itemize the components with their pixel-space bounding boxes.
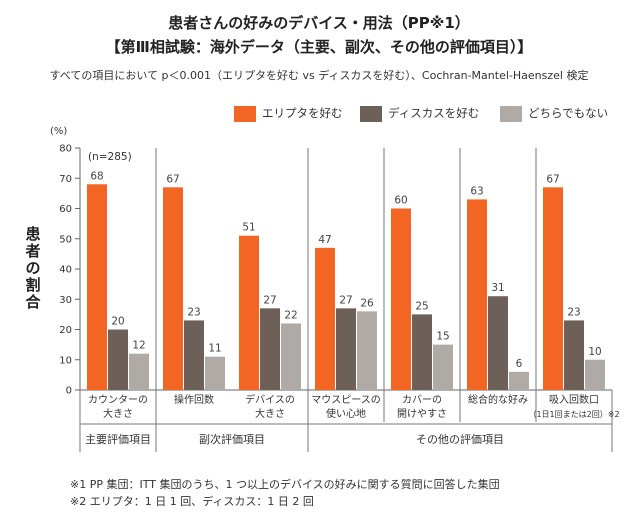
bar-value-label: 20 <box>111 316 124 328</box>
bar-value-label: 25 <box>415 300 428 312</box>
chart-title: 患者さんの好みのデバイス・用法（PP※1） <box>168 14 470 32</box>
legend-item-ellipta: エリプタを好む <box>234 105 343 122</box>
category-label: 開けやすさ <box>397 408 447 420</box>
bar <box>509 371 529 390</box>
category-label: 大きさ <box>255 407 285 420</box>
legend-label-diskus: ディスカスを好む <box>388 106 480 120</box>
y-tick-label: 0 <box>66 386 72 397</box>
y-tick-label: 70 <box>59 174 72 185</box>
bar <box>129 353 149 390</box>
y-tick-label: 40 <box>59 265 72 276</box>
legend-swatch-neither <box>500 105 522 122</box>
group-label: 副次評価項目 <box>199 432 265 446</box>
bar <box>357 311 377 390</box>
statistics-note: すべての項目において p＜0.001（エリプタを好む vs ディスカスを好む）、… <box>49 69 589 82</box>
legend-swatch-diskus <box>360 105 382 122</box>
group-label: その他の評価項目 <box>416 432 504 446</box>
footnote-1: ※1 PP 集団：ITT 集団のうち、1 つ以上のデバイスの好みに関する質問に回… <box>70 478 500 491</box>
legend-swatch-ellipta <box>234 105 256 122</box>
bar <box>260 308 280 390</box>
bar-value-label: 23 <box>187 306 200 318</box>
bar-value-label: 47 <box>318 234 331 246</box>
bar <box>184 320 204 390</box>
chart-subtitle-heading: 【第Ⅲ相試験：海外データ（主要、副次、その他の評価項目）】 <box>105 38 533 56</box>
bar-value-label: 63 <box>470 185 483 197</box>
y-tick-label: 50 <box>59 234 72 245</box>
bar <box>433 344 453 390</box>
category-label: 総合的な好み <box>468 393 528 406</box>
bar <box>87 184 107 390</box>
category-label: （1日1回または2回）※2 <box>528 410 619 419</box>
bar <box>108 329 128 390</box>
y-axis-title: 患者の割合 <box>25 225 41 311</box>
bar-value-label: 22 <box>284 309 297 321</box>
category-label: マウスピースの <box>311 394 381 406</box>
bar <box>467 199 487 390</box>
category-label: カウンターの <box>88 394 148 406</box>
category-label: 吸入回数口 <box>549 393 599 406</box>
bar-value-label: 27 <box>263 294 276 306</box>
bar <box>585 359 605 390</box>
bar-value-label: 31 <box>491 282 504 294</box>
category-label: 大きさ <box>103 407 133 420</box>
category-label: デバイスの <box>245 393 295 406</box>
legend-item-neither: どちらでもない <box>500 105 608 122</box>
y-tick-label: 80 <box>59 144 72 155</box>
bar-value-label: 11 <box>208 343 221 355</box>
group-label: 主要評価項目 <box>85 432 151 446</box>
bar-value-label: 51 <box>242 222 255 234</box>
legend-label-ellipta: エリプタを好む <box>262 106 343 120</box>
bar <box>412 314 432 390</box>
bar-value-label: 15 <box>436 331 449 343</box>
category-label: カバーの <box>402 394 442 406</box>
bar-value-label: 10 <box>588 346 601 358</box>
sample-size-label: (n=285) <box>88 151 132 163</box>
bar-value-label: 6 <box>516 358 523 370</box>
category-label: 使い心地 <box>326 407 366 420</box>
legend-item-diskus: ディスカスを好む <box>360 105 479 122</box>
bar <box>336 308 356 390</box>
bar-value-label: 12 <box>132 340 145 352</box>
y-tick-label: 30 <box>59 295 72 306</box>
bar <box>488 296 508 390</box>
bar <box>315 247 335 390</box>
y-tick-label: 20 <box>59 325 72 336</box>
y-tick-label: 60 <box>59 204 72 215</box>
bar-value-label: 26 <box>360 297 374 309</box>
category-label: 操作回数 <box>174 393 214 406</box>
bar <box>564 320 584 390</box>
bar-value-label: 23 <box>567 306 580 318</box>
bar-value-label: 27 <box>339 294 352 306</box>
bar <box>543 187 563 390</box>
bar <box>281 323 301 390</box>
bar-value-label: 60 <box>394 195 407 207</box>
bar-value-label: 68 <box>90 170 103 182</box>
bar <box>239 235 259 390</box>
bar <box>205 356 225 390</box>
bar <box>163 187 183 390</box>
bar-value-label: 67 <box>166 173 179 185</box>
legend-label-neither: どちらでもない <box>528 106 609 120</box>
y-axis-unit: (%) <box>50 126 68 137</box>
bar-value-label: 67 <box>546 173 559 185</box>
y-tick-label: 10 <box>59 355 72 366</box>
bar <box>391 208 411 390</box>
footnote-2: ※2 エリプタ：1 日 1 回、ディスカス：1 日 2 回 <box>70 495 314 508</box>
